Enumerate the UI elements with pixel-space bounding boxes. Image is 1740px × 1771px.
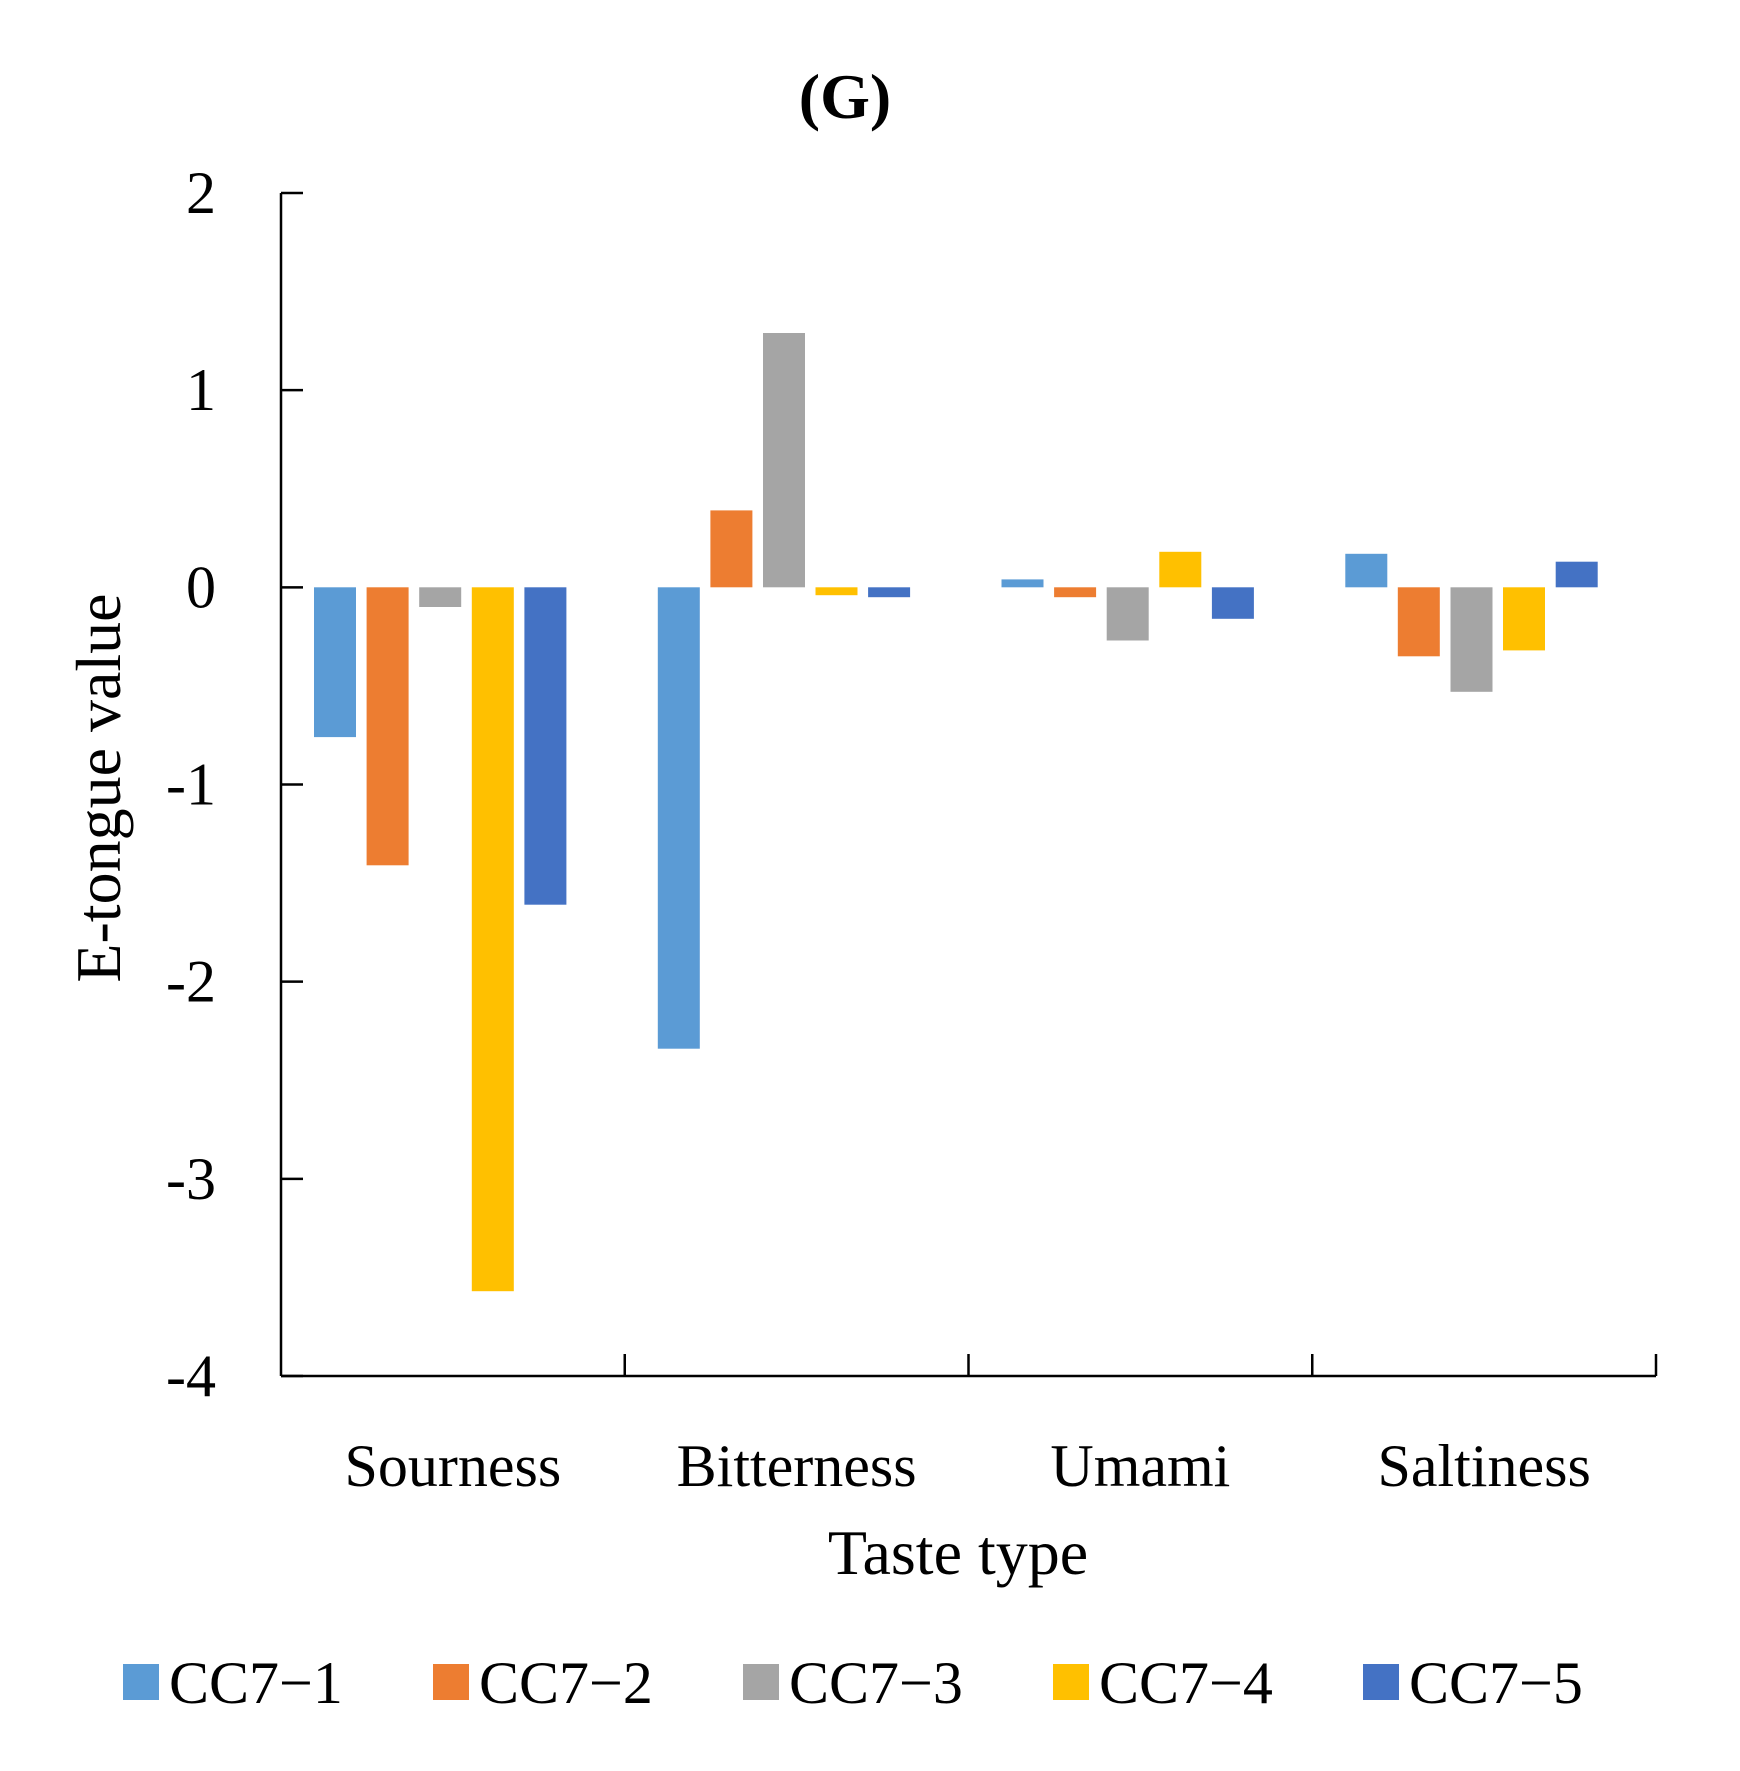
x-tick-label-umami: Umami <box>1050 1433 1230 1499</box>
bar-sourness-series-3 <box>419 587 462 607</box>
y-tick-label: -3 <box>166 1146 216 1212</box>
bar-umami-series-4 <box>1159 551 1202 588</box>
bar-bitterness-series-3 <box>763 333 805 588</box>
legend-swatch-4 <box>1053 1664 1089 1700</box>
y-tick-label: 1 <box>186 357 216 423</box>
bar-bitterness-series-4 <box>815 587 858 596</box>
legend-swatch-2 <box>433 1664 469 1700</box>
bar-saltiness-series-2 <box>1397 587 1440 657</box>
bar-sourness-series-2 <box>366 587 409 866</box>
legend-label-3: CC7−3 <box>789 1650 963 1716</box>
x-tick-label-bitterness: Bitterness <box>677 1433 917 1499</box>
bar-umami-series-2 <box>1054 587 1097 598</box>
bar-umami-series-3 <box>1106 587 1149 641</box>
x-tick-label-saltiness: Saltiness <box>1377 1433 1590 1499</box>
legend-label-1: CC7−1 <box>169 1650 343 1716</box>
legend-label-4: CC7−4 <box>1099 1650 1273 1716</box>
chart-title: (G) <box>799 61 891 132</box>
y-tick-label: -2 <box>166 949 216 1015</box>
bar-saltiness-series-5 <box>1555 561 1598 588</box>
bar-sourness-series-4 <box>471 587 514 1292</box>
legend-label-5: CC7−5 <box>1409 1650 1583 1716</box>
bar-bitterness-series-2 <box>710 510 753 588</box>
bar-bitterness-series-1 <box>657 587 700 1049</box>
bar-saltiness-series-3 <box>1450 587 1493 692</box>
bars-group <box>314 333 1598 1292</box>
legend-swatch-1 <box>123 1664 159 1700</box>
legend-label-2: CC7−2 <box>479 1650 653 1716</box>
bar-bitterness-series-5 <box>868 587 911 598</box>
x-tick-label-sourness: Sourness <box>345 1433 562 1499</box>
bar-sourness-series-5 <box>524 587 567 905</box>
legend: CC7−1 CC7−2 CC7−3 CC7−4 CC7−5 <box>123 1650 1583 1716</box>
y-tick-label: -1 <box>166 752 216 818</box>
bar-umami-series-1 <box>1001 579 1044 588</box>
bar-saltiness-series-4 <box>1503 587 1545 651</box>
y-tick-label: -4 <box>166 1343 216 1409</box>
legend-swatch-5 <box>1363 1664 1399 1700</box>
y-tick-label: 0 <box>186 554 216 620</box>
y-axis-title: E-tongue value <box>63 593 134 982</box>
legend-swatch-3 <box>743 1664 779 1700</box>
bar-saltiness-series-1 <box>1345 553 1388 588</box>
y-ticks-group: -4 -3 -2 -1 0 1 2 <box>166 160 303 1409</box>
bar-sourness-series-1 <box>314 587 356 738</box>
x-axis-title: Taste type <box>828 1517 1088 1588</box>
x-ticks-group: Sourness Bitterness Umami Saltiness <box>345 1354 1658 1499</box>
y-tick-label: 2 <box>186 160 216 226</box>
bar-umami-series-5 <box>1211 587 1254 619</box>
